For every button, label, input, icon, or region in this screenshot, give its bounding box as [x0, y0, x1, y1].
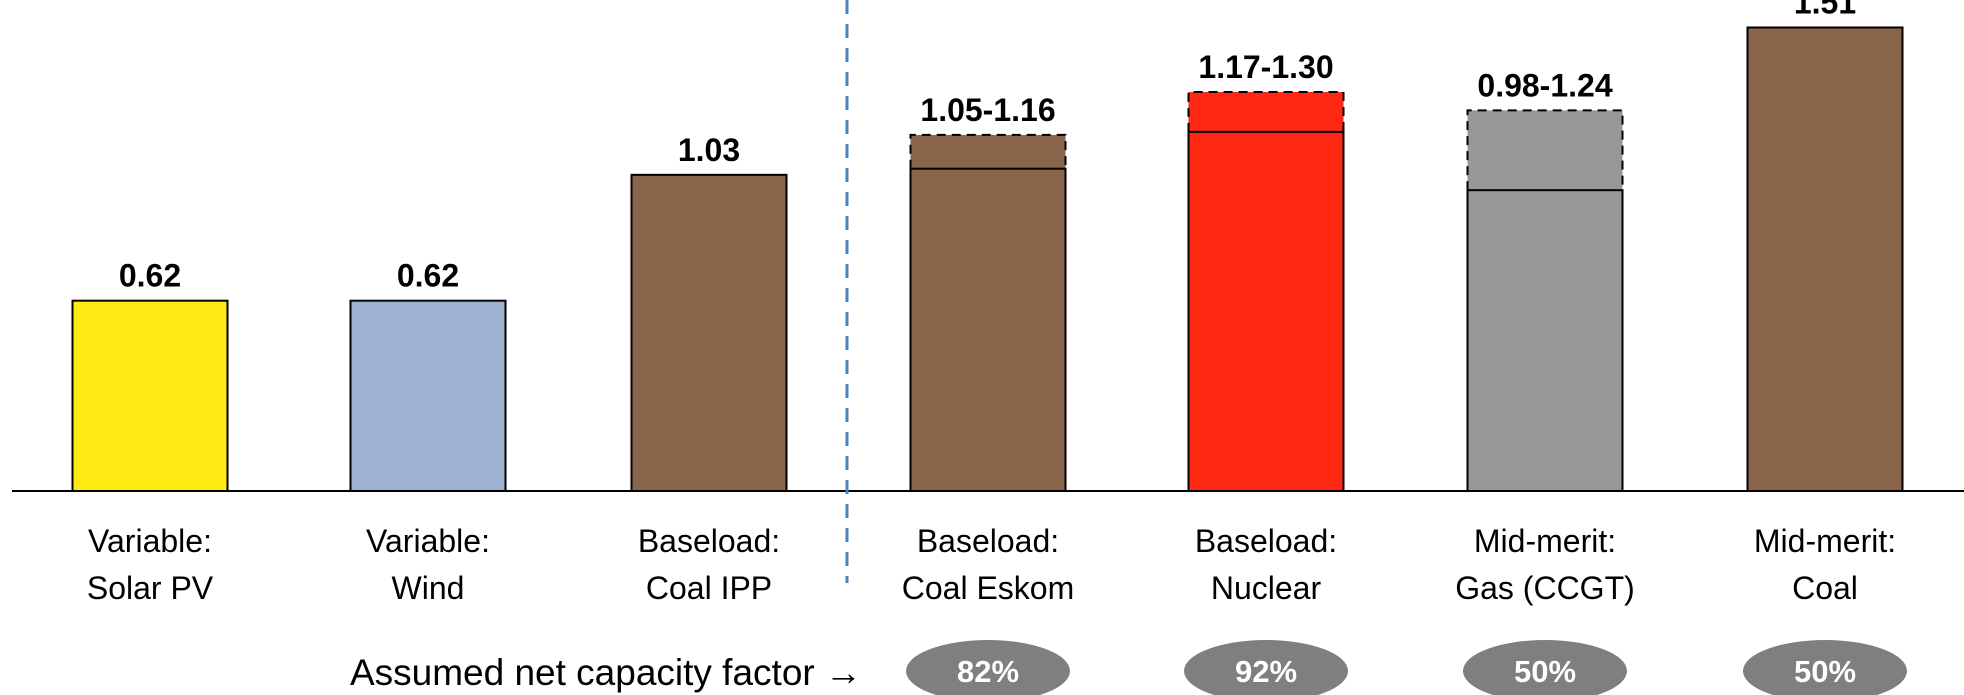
- category-label-4-line2: Nuclear: [1211, 570, 1322, 606]
- bar-range-outline-5: [1466, 109, 1624, 191]
- category-label-2-line2: Coal IPP: [646, 570, 772, 606]
- capacity-factor-value-6: 50%: [1794, 654, 1856, 689]
- capacity-factor-value-5: 50%: [1514, 654, 1576, 689]
- capacity-factor-badge-4: [1184, 640, 1348, 695]
- capacity-factor-badge-5: [1463, 640, 1627, 695]
- category-label-6-line2: Coal: [1792, 570, 1858, 606]
- bar-value-label-0: 0.62: [119, 258, 181, 294]
- bar-range-5: [1467, 110, 1623, 491]
- category-label-1-line1: Variable:: [366, 523, 490, 559]
- bar-value-label-3: 1.05-1.16: [920, 92, 1055, 128]
- category-label-4-line1: Baseload:: [1195, 523, 1337, 559]
- category-label-0-line2: Solar PV: [87, 570, 214, 606]
- capacity-factor-badge-6: [1743, 640, 1907, 695]
- labels-layer: 0.62 Variable: Solar PV 0.62 Variable: Wind 1.…: [87, 0, 1896, 606]
- category-label-0-line1: Variable:: [88, 523, 212, 559]
- category-label-3-line2: Coal Eskom: [902, 570, 1075, 606]
- bar-0: [71, 299, 229, 493]
- bar-value-label-6: 1.51: [1794, 0, 1856, 21]
- capacity-factor-label: Assumed net capacity factor →: [350, 652, 862, 693]
- bar-6: [1746, 26, 1904, 492]
- category-label-1-line2: Wind: [392, 570, 465, 606]
- capacity-factor-badge-3: [906, 640, 1070, 695]
- bar-2: [630, 173, 788, 493]
- bar-1: [349, 299, 507, 493]
- category-label-6-line1: Mid-merit:: [1754, 523, 1896, 559]
- category-label-2-line1: Baseload:: [638, 523, 780, 559]
- category-label-3-line1: Baseload:: [917, 523, 1059, 559]
- category-label-5-line1: Mid-merit:: [1474, 523, 1616, 559]
- capacity-factor-value-3: 82%: [957, 654, 1019, 689]
- capacity-factor-value-4: 92%: [1235, 654, 1297, 689]
- bar-range-outline-4: [1187, 90, 1345, 132]
- bar-range-outline-3: [909, 133, 1067, 169]
- bar-range-4: [1188, 91, 1344, 491]
- bar-value-label-4: 1.17-1.30: [1198, 49, 1333, 85]
- bar-value-label-2: 1.03: [678, 132, 740, 168]
- category-label-5-line2: Gas (CCGT): [1455, 570, 1635, 606]
- bar-range-3: [910, 134, 1066, 491]
- bar-value-label-1: 0.62: [397, 258, 459, 294]
- capacity-factor-badges: 82% 92% 50% 50%: [906, 640, 1907, 695]
- bar-value-label-5: 0.98-1.24: [1477, 67, 1612, 103]
